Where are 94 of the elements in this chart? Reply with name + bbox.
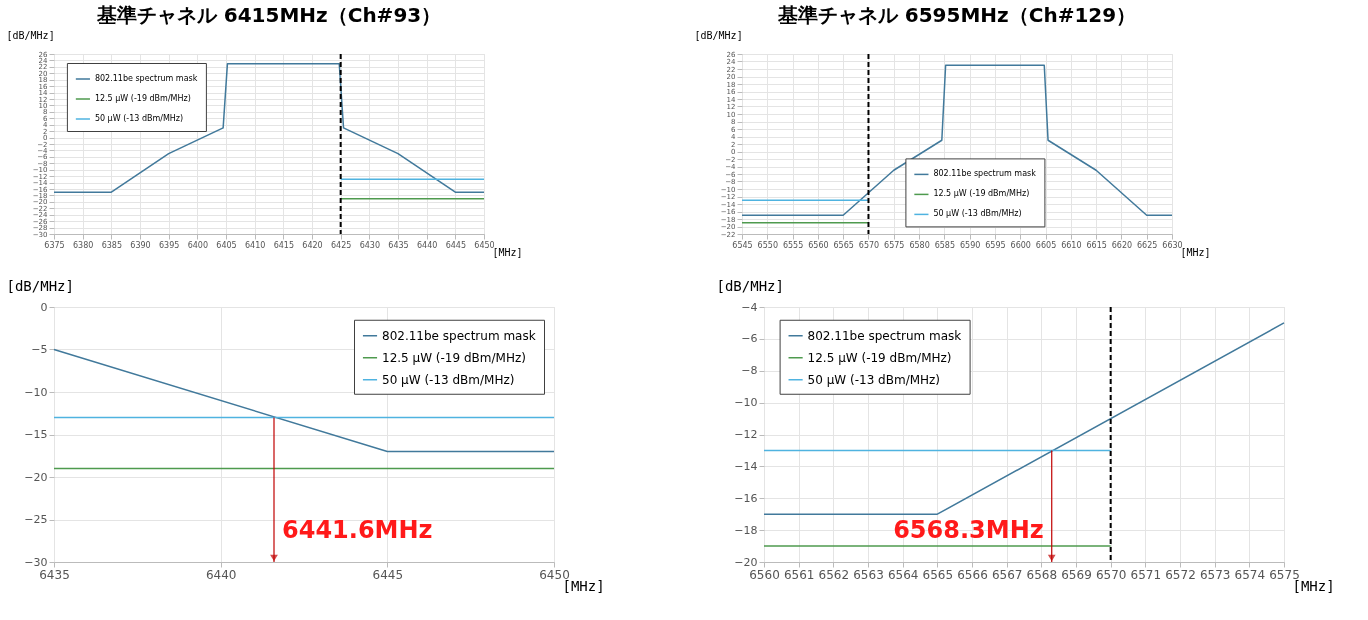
y-tick-label: −12 (734, 428, 758, 441)
x-tick-label: 6625 (1137, 240, 1158, 250)
x-tick-label: 6564 (887, 567, 919, 582)
chart-title: 基準チャネル 6595MHz（Ch#129） (776, 3, 1137, 27)
y-axis-title: [dB/MHz] (6, 277, 74, 294)
x-tick-label: 6390 (130, 240, 151, 250)
y-axis-title: [dB/MHz] (6, 29, 55, 41)
y-tick-label: −20 (734, 555, 758, 569)
y-tick-label: −16 (734, 491, 758, 505)
y-tick-label: −25 (24, 513, 48, 526)
x-axis-title: [MHz] (492, 246, 523, 258)
x-tick-label: 6395 (158, 240, 180, 250)
x-tick-label: 6440 (205, 567, 237, 582)
x-tick-label: 6565 (833, 240, 854, 250)
x-tick-label: 6445 (372, 567, 404, 582)
x-tick-label: 6450 (474, 240, 495, 250)
x-tick-label: 6550 (757, 240, 778, 250)
x-tick-label: 6562 (818, 567, 850, 582)
y-tick-label: −4 (741, 300, 758, 314)
x-tick-label: 6580 (909, 240, 930, 250)
x-tick-label: 6565 (922, 567, 954, 582)
x-tick-label: 6435 (388, 240, 409, 250)
legend-label: 50 μW (-13 dBm/MHz) (94, 114, 184, 123)
line-series (741, 64, 1173, 216)
y-tick-label: −5 (31, 343, 48, 356)
x-tick-label: 6600 (1010, 240, 1031, 250)
legend-label: 12.5 μW (-19 dBm/MHz) (807, 350, 952, 365)
x-tick-label: 6572 (1165, 567, 1196, 582)
x-tick-label: 6425 (330, 240, 352, 250)
legend-label: 802.11be spectrum mask (807, 328, 962, 343)
x-tick-label: 6574 (1234, 567, 1266, 582)
x-tick-label: 6440 (416, 240, 438, 250)
x-tick-label: 6567 (991, 567, 1023, 582)
x-tick-label: 6560 (749, 567, 780, 582)
chart-title: 基準チャネル 6415MHz（Ch#93） (95, 3, 442, 27)
x-tick-label: 6575 (884, 240, 905, 250)
x-tick-label: 6435 (39, 567, 70, 582)
legend-label: 50 μW (-13 dBm/MHz) (382, 372, 515, 387)
legend-label: 50 μW (-13 dBm/MHz) (933, 209, 1022, 219)
x-tick-label: 6630 (1162, 240, 1183, 250)
x-tick-label: 6375 (44, 240, 65, 250)
y-tick-label: −30 (24, 555, 48, 569)
x-axis-title: [MHz] (1180, 246, 1211, 258)
x-tick-label: 6410 (244, 240, 266, 250)
x-tick-label: 6430 (359, 240, 381, 250)
legend-label: 12.5 μW (-19 dBm/MHz) (94, 94, 191, 103)
x-tick-label: 6615 (1086, 240, 1107, 250)
y-axis-title: [dB/MHz] (694, 29, 743, 41)
legend-label: 802.11be spectrum mask (933, 169, 1037, 179)
y-tick-label: −14 (734, 459, 758, 473)
x-tick-label: 6560 (808, 240, 829, 250)
x-tick-label: 6405 (216, 240, 237, 250)
legend-label: 12.5 μW (-19 dBm/MHz) (933, 189, 1030, 199)
y-axis-title: [dB/MHz] (716, 277, 784, 294)
y-tick-label: −18 (734, 523, 758, 537)
legend-label: 802.11be spectrum mask (382, 328, 536, 343)
annotation: 6568.3MHz (893, 516, 1044, 545)
x-tick-label: 6566 (957, 567, 988, 582)
legend-label: 802.11be spectrum mask (94, 74, 198, 83)
x-tick-label: 6585 (934, 240, 956, 250)
x-tick-label: 6420 (302, 240, 323, 250)
x-tick-label: 6561 (783, 567, 815, 582)
x-tick-label: 6415 (273, 240, 295, 250)
x-tick-label: 6555 (782, 240, 804, 250)
x-tick-label: 6605 (1035, 240, 1057, 250)
x-tick-label: 6610 (1061, 240, 1082, 250)
x-tick-label: 6569 (1061, 567, 1092, 582)
y-tick-label: −15 (24, 428, 48, 441)
x-tick-label: 6568 (1026, 567, 1058, 582)
x-tick-label: 6570 (1095, 567, 1127, 582)
x-tick-label: 6571 (1130, 567, 1162, 582)
line-series (53, 62, 485, 193)
x-tick-label: 6445 (445, 240, 467, 250)
y-tick-label: −20 (24, 470, 48, 484)
x-axis-title: [MHz] (1292, 577, 1335, 594)
y-tick-label: −8 (741, 364, 758, 378)
x-tick-label: 6400 (187, 240, 209, 250)
legend-label: 12.5 μW (-19 dBm/MHz) (382, 350, 526, 365)
x-tick-label: 6573 (1199, 567, 1231, 582)
x-tick-label: 6590 (959, 240, 981, 250)
y-tick-label: 0 (40, 300, 48, 314)
y-tick-label: −10 (734, 396, 758, 410)
x-axis-title: [MHz] (562, 577, 605, 594)
x-tick-label: 6595 (985, 240, 1006, 250)
y-tick-label: −6 (741, 332, 758, 346)
x-tick-label: 6385 (101, 240, 123, 250)
x-tick-label: 6563 (853, 567, 884, 582)
x-tick-label: 6620 (1111, 240, 1133, 250)
x-tick-label: 6570 (858, 240, 880, 250)
x-tick-label: 6545 (732, 240, 753, 250)
x-tick-label: 6380 (72, 240, 94, 250)
annotation: 6441.6MHz (282, 516, 433, 545)
legend-label: 50 μW (-13 dBm/MHz) (807, 372, 941, 387)
y-tick-label: −10 (24, 385, 48, 399)
